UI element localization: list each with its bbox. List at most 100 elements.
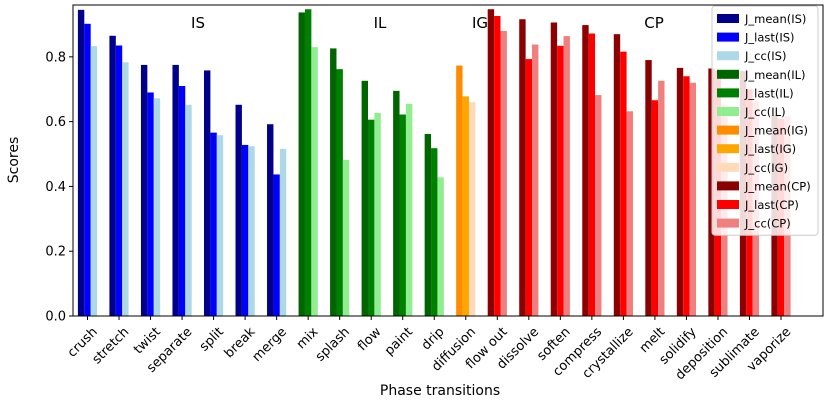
bar-dissolve-J_cc(CP) <box>532 44 539 317</box>
y-tick-label: 0.0 <box>45 310 66 325</box>
x-tick-label-flow: flow <box>355 324 385 354</box>
bar-break-J_mean(IS) <box>235 104 242 316</box>
y-tick-label: 0.6 <box>45 115 66 130</box>
legend-label: J_last(IS) <box>744 31 795 45</box>
bar-crush-J_mean(IS) <box>77 9 85 317</box>
bar-drip-J_cc(IL) <box>437 177 444 316</box>
bar-crystallize-J_mean(CP) <box>613 34 621 316</box>
bar-melt-J_cc(CP) <box>658 80 665 316</box>
bar-melt-J_last(CP) <box>651 100 659 317</box>
legend-label: J_last(IL) <box>744 86 794 100</box>
bar-flow-out-J_last(CP) <box>494 16 501 316</box>
bar-separate-J_last(IS) <box>178 85 186 317</box>
bar-break-J_last(IS) <box>241 144 249 316</box>
x-tick-label-merge: merge <box>250 325 290 365</box>
bar-mix-J_mean(IL) <box>298 12 305 316</box>
legend-swatch <box>717 69 739 79</box>
group-label-CP: CP <box>644 14 664 32</box>
bar-solidify-J_mean(CP) <box>676 67 684 316</box>
bar-solidify-J_cc(CP) <box>689 82 697 316</box>
bar-flow-J_cc(IL) <box>374 112 381 316</box>
legend: J_mean(IS) J_last(IS) J_cc(IS) J_mean(IL) J_… <box>711 5 819 236</box>
bar-soften-J_cc(CP) <box>563 36 570 316</box>
legend-swatch <box>717 200 739 209</box>
bar-mix-J_cc(IL) <box>311 47 318 317</box>
legend-swatch <box>717 144 739 154</box>
bar-split-J_cc(IS) <box>216 135 224 316</box>
bar-paint-J_cc(IL) <box>405 103 413 316</box>
legend-swatch <box>717 181 739 191</box>
bar-soften-J_last(CP) <box>557 45 564 316</box>
legend-swatch <box>717 32 739 42</box>
bar-splash-J_last(IL) <box>336 69 343 316</box>
bar-diffusion-J_last(IG) <box>462 96 469 316</box>
bar-twist-J_cc(IS) <box>153 98 161 316</box>
bar-separate-J_cc(IS) <box>185 104 192 316</box>
bar-soften-J_mean(CP) <box>550 22 558 317</box>
legend-label: J_last(CP) <box>744 198 799 212</box>
legend-swatch <box>717 88 739 98</box>
legend-label: J_mean(CP) <box>744 179 811 193</box>
bar-merge-J_last(IS) <box>273 174 280 316</box>
x-axis-title: Phase transitions <box>380 383 500 399</box>
bar-melt-J_mean(CP) <box>645 60 652 316</box>
bar-diffusion-J_mean(IG) <box>456 65 463 316</box>
bar-stretch-J_cc(IS) <box>122 62 129 317</box>
bar-flow-J_last(IL) <box>368 119 375 317</box>
legend-swatch <box>717 51 739 61</box>
group-label-IS: IS <box>191 14 205 32</box>
bar-compress-J_mean(CP) <box>582 25 589 317</box>
legend-label: J_cc(IG) <box>744 161 788 175</box>
legend-label: J_mean(IL) <box>744 68 806 82</box>
legend-label: J_cc(IL) <box>744 105 786 119</box>
bar-twist-J_mean(IS) <box>140 64 148 317</box>
legend-swatch <box>717 14 739 23</box>
bar-compress-J_cc(CP) <box>595 95 602 316</box>
legend-label: J_cc(CP) <box>744 217 791 231</box>
bar-drip-J_mean(IL) <box>424 133 432 316</box>
bar-twist-J_last(IS) <box>147 92 154 316</box>
bar-crystallize-J_cc(CP) <box>626 111 633 316</box>
group-label-IG: IG <box>472 14 488 32</box>
y-axis-title: Scores <box>6 137 22 184</box>
plot-frame <box>72 4 824 317</box>
bar-paint-J_mean(IL) <box>393 90 400 316</box>
bar-splash-J_cc(IL) <box>342 159 350 316</box>
bar-drip-J_last(IL) <box>431 148 438 316</box>
bar-flow-out-J_cc(CP) <box>500 30 507 316</box>
x-tick-label-mix: mix <box>294 324 322 352</box>
y-tick-label: 0.8 <box>45 50 66 65</box>
bars-layer <box>77 9 791 317</box>
bar-compress-J_last(CP) <box>588 33 596 316</box>
legend-box <box>711 5 819 236</box>
bar-flow-out-J_mean(CP) <box>487 9 495 317</box>
legend-label: J_mean(IG) <box>744 124 808 138</box>
y-axis: 0.0 0.2 0.4 0.6 0.8 <box>45 50 73 325</box>
bar-stretch-J_last(IS) <box>115 45 123 317</box>
bar-diffusion-J_cc(IG) <box>468 102 476 316</box>
bar-solidify-J_last(CP) <box>683 76 690 317</box>
legend-label: J_cc(IS) <box>744 49 786 63</box>
bar-dissolve-J_last(CP) <box>525 59 533 316</box>
bar-flow-J_mean(IL) <box>361 80 368 316</box>
x-tick-label-paint: paint <box>382 325 416 359</box>
group-label-IL: IL <box>374 14 387 32</box>
bar-split-J_mean(IS) <box>203 70 211 316</box>
bar-crush-J_cc(IS) <box>90 46 98 316</box>
bar-break-J_cc(IS) <box>248 146 255 316</box>
legend-swatch <box>717 107 739 116</box>
bar-merge-J_cc(IS) <box>279 148 287 316</box>
bar-split-J_last(IS) <box>210 132 217 316</box>
bar-paint-J_last(IL) <box>399 114 406 316</box>
group-labels-layer: IS IL IG CP <box>191 14 664 32</box>
x-tick-label-splash: splash <box>313 325 353 365</box>
bar-dissolve-J_mean(CP) <box>519 19 526 316</box>
y-tick-label: 0.4 <box>45 180 66 195</box>
legend-swatch <box>717 125 739 135</box>
legend-swatch <box>717 162 739 172</box>
legend-label: J_last(IG) <box>744 142 796 156</box>
legend-label: J_mean(IS) <box>744 12 806 26</box>
legend-swatch <box>717 218 739 228</box>
